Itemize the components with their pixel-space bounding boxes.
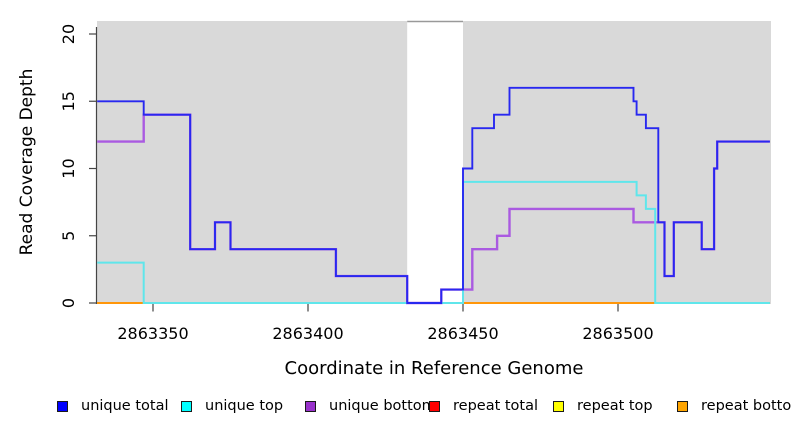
y-tick-label: 15 (59, 91, 78, 111)
legend-swatch-unique-bottom-icon (305, 400, 316, 412)
legend-swatch-repeat-total-icon (429, 400, 440, 412)
x-tick-label: 2863500 (582, 324, 653, 343)
legend-item-repeat-total: repeat total (429, 398, 539, 414)
series-line-unique-total (97, 86, 770, 304)
legend-label: unique top (205, 398, 284, 414)
legend-label: unique bottom (329, 398, 436, 414)
legend-label: repeat total (453, 398, 539, 414)
legend-swatch-repeat-top-icon (553, 400, 564, 412)
x-tick-label: 2863350 (117, 324, 188, 343)
chart-legend: unique total unique top unique bottom repea… (0, 398, 792, 419)
x-axis-title: Coordinate in Reference Genome (285, 358, 584, 379)
y-tick-label: 20 (59, 24, 78, 44)
legend-item-repeat-bottom: repeat bottom (677, 398, 792, 414)
y-tick-label: 0 (59, 298, 78, 308)
legend-item-unique-bottom: unique bottom (305, 398, 436, 414)
legend-item-unique-total: unique total (57, 398, 169, 414)
legend-swatch-unique-total-icon (57, 400, 68, 412)
y-tick-label: 10 (59, 158, 78, 178)
y-tick-label: 5 (59, 231, 78, 241)
legend-label: repeat top (577, 398, 653, 414)
x-tick-label: 2863450 (427, 324, 498, 343)
legend-swatch-repeat-bottom-icon (677, 400, 688, 412)
legend-label: repeat bottom (701, 398, 792, 414)
legend-item-unique-top: unique top (181, 398, 284, 414)
legend-swatch-unique-top-icon (181, 400, 192, 412)
legend-item-repeat-top: repeat top (553, 398, 653, 414)
legend-label: unique total (81, 398, 169, 414)
series-line-unique-top (97, 180, 770, 304)
gap-region (407, 21, 463, 304)
y-axis-title: Read Coverage Depth (17, 69, 37, 256)
x-tick-label: 2863400 (272, 324, 343, 343)
